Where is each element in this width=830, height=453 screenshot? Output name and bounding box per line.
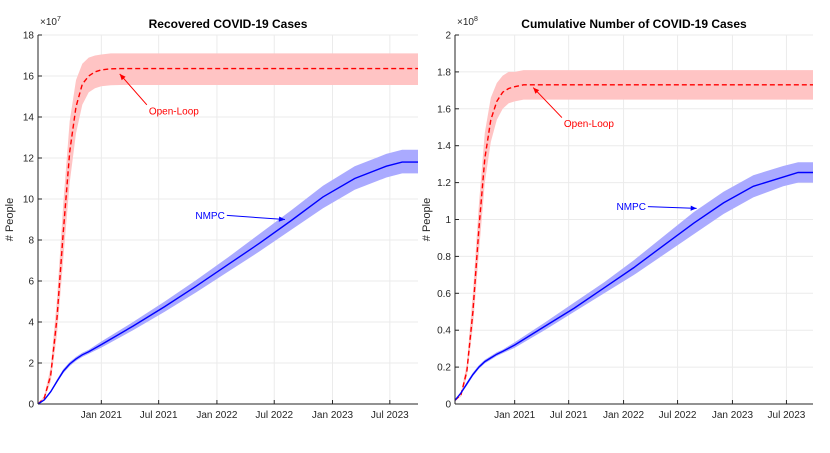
y-tick-label: 1	[445, 215, 451, 226]
annotation-arrowhead	[278, 216, 285, 222]
y-tick-label: 0.8	[437, 252, 451, 263]
y-tick-label: 8	[28, 236, 34, 247]
y-tick-label: 1.2	[437, 178, 451, 189]
y-axis-label: # People	[421, 198, 433, 241]
y-exponent-power: 8	[474, 16, 478, 23]
y-exponent-base: ×10	[457, 17, 474, 28]
y-tick-label: 0	[445, 400, 451, 411]
y-tick-label: 12	[23, 154, 35, 165]
series-line-open-loop	[37, 67, 418, 405]
y-tick-label: 18	[23, 31, 35, 42]
confidence-band-nmpc	[455, 162, 813, 401]
y-exponent-base: ×10	[40, 17, 57, 28]
x-tick-label: Jul 2021	[140, 410, 178, 421]
series-line-nmpc	[454, 171, 813, 401]
y-tick-label: 1.6	[437, 104, 451, 115]
annotation-arrow-line	[226, 214, 286, 220]
y-axis-label: # People	[4, 198, 16, 241]
y-tick-label: 0.6	[437, 289, 451, 300]
annotation-arrowhead	[533, 87, 540, 94]
series-line-open-loop	[454, 84, 813, 401]
y-tick-label: 16	[23, 72, 35, 83]
y-exponent-power: 7	[57, 16, 61, 23]
annotation-arrowhead	[119, 73, 126, 81]
x-tick-label: Jan 2021	[81, 410, 123, 421]
x-tick-label: Jul 2022	[255, 410, 293, 421]
series-line-nmpc	[37, 161, 418, 405]
annotation-open-loop: Open-Loop	[149, 106, 199, 117]
y-tick-label: 6	[28, 277, 34, 288]
x-tick-label: Jan 2021	[494, 410, 536, 421]
x-tick-label: Jan 2022	[603, 410, 645, 421]
x-tick-label: Jul 2023	[768, 410, 806, 421]
x-tick-label: Jul 2023	[371, 410, 409, 421]
y-tick-label: 4	[28, 318, 34, 329]
confidence-band-open-loop	[455, 70, 813, 401]
chart-recovered-cases: 0 2 4 6 8 10 12 14 16 18 Jan 2021 Jul 2021 Jan 2022 J…	[4, 16, 418, 421]
x-tick-label: Jan 2023	[312, 410, 354, 421]
chart-cumulative-cases: 0 0.2 0.4 0.6 0.8 1 1.2 1.4 1.6 1.8 2 Jan 2021 Jul 2…	[421, 16, 813, 421]
y-tick-label: 2	[28, 359, 34, 370]
chart-title: Cumulative Number of COVID-19 Cases	[521, 17, 747, 31]
annotation-arrow-line	[532, 87, 563, 118]
annotation-arrow-line	[119, 73, 148, 106]
chart-title: Recovered COVID-19 Cases	[149, 17, 308, 31]
x-tick-label: Jul 2022	[659, 410, 697, 421]
annotation-open-loop: Open-Loop	[564, 119, 614, 130]
x-tick-label: Jul 2021	[550, 410, 588, 421]
annotation-nmpc: NMPC	[195, 211, 224, 222]
y-tick-label: 0.2	[437, 363, 451, 374]
y-tick-label: 0	[28, 400, 34, 411]
confidence-band-nmpc	[38, 149, 418, 404]
confidence-band-open-loop	[38, 53, 418, 405]
y-tick-label: 1.4	[437, 141, 451, 152]
y-tick-label: 1.8	[437, 67, 451, 78]
annotation-arrow-line	[647, 206, 697, 209]
y-tick-label: 14	[23, 113, 35, 124]
y-tick-label: 2	[445, 31, 451, 42]
annotation-nmpc: NMPC	[616, 202, 645, 213]
y-exponent-label: ×107	[40, 16, 61, 28]
x-tick-label: Jan 2022	[196, 410, 238, 421]
y-tick-label: 0.4	[437, 326, 451, 337]
y-exponent-label: ×108	[457, 16, 478, 28]
annotation-arrowhead	[690, 205, 697, 211]
x-tick-label: Jan 2023	[712, 410, 754, 421]
y-tick-label: 10	[23, 195, 35, 206]
